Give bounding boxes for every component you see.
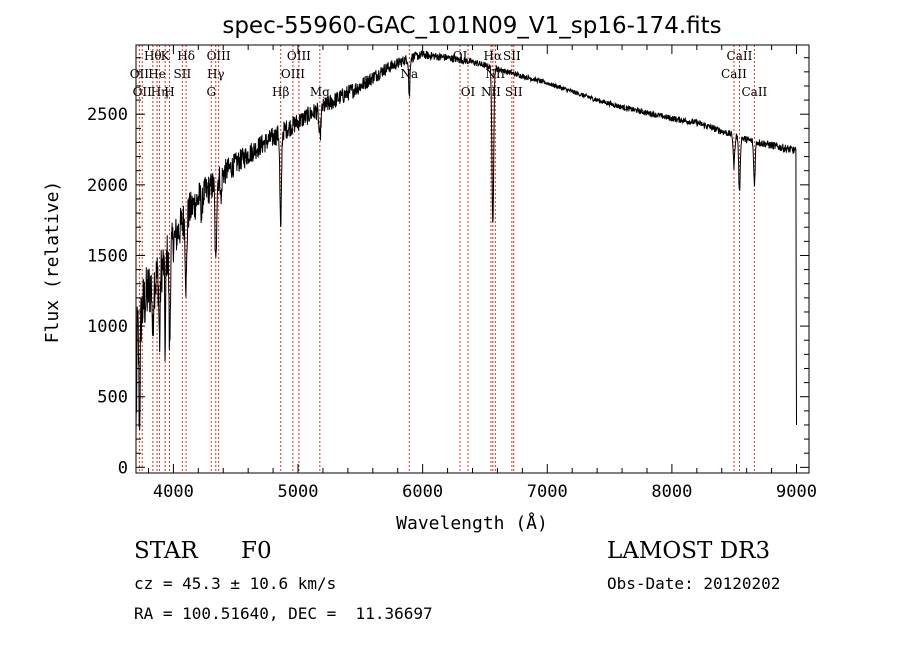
y-tick-label: 1000 xyxy=(87,317,128,337)
x-tick-label: 8000 xyxy=(651,482,692,502)
spectral-line-label: OI xyxy=(461,85,476,99)
coordinates: RA = 100.51640, DEC = 11.36697 xyxy=(134,604,433,623)
y-axis: 0 500 1000 1500 2000 2500 xyxy=(87,57,809,478)
x-tick-label: 4000 xyxy=(153,482,194,502)
spectral-line-label: Hβ xyxy=(272,85,289,99)
spectral-line-label: Na xyxy=(400,67,418,81)
x-tick-label: 9000 xyxy=(776,482,817,502)
object-class: STAR xyxy=(134,538,198,564)
x-axis-label: Wavelength (Å) xyxy=(396,512,548,534)
spectral-line-label: OII xyxy=(130,67,150,81)
spectral-line-label: Hα xyxy=(484,49,503,63)
spectral-line-label: H xyxy=(164,85,174,99)
spectral-line-label: Hθ xyxy=(144,49,162,63)
spectral-line-label: G xyxy=(206,85,216,99)
spectral-line-label: OIII xyxy=(281,67,305,81)
spectral-line-label: K xyxy=(161,49,171,63)
y-tick-label: 0 xyxy=(118,458,128,478)
spectral-line-label: OIII xyxy=(207,49,231,63)
observation-date: Obs-Date: 20120202 xyxy=(607,574,781,593)
spectral-subclass: F0 xyxy=(241,538,272,564)
y-tick-label: 2000 xyxy=(87,176,128,196)
y-tick-label: 500 xyxy=(97,388,128,408)
spectral-line-label: He xyxy=(148,67,166,81)
y-tick-label: 2500 xyxy=(87,105,128,125)
spectral-line-label: Hγ xyxy=(207,67,225,81)
spectral-line-label: SII xyxy=(174,67,192,81)
x-tick-label: 7000 xyxy=(527,482,568,502)
x-tick-label: 6000 xyxy=(402,482,443,502)
spectral-line-label: Hη xyxy=(151,85,169,99)
spectral-line-label: CaII xyxy=(727,49,753,63)
spectral-line-label: Mg xyxy=(310,85,330,99)
spectral-line-label: SII xyxy=(505,85,523,99)
x-tick-label: 5000 xyxy=(278,482,319,502)
plot-frame xyxy=(135,44,810,474)
x-axis: 4000 5000 6000 7000 8000 9000 xyxy=(147,45,817,502)
spectral-line-label: SII xyxy=(503,49,521,63)
spectral-line-label: CaII xyxy=(741,85,767,99)
chart-title: spec-55960-GAC_101N09_V1_sp16-174.fits xyxy=(222,13,721,39)
y-tick-label: 1500 xyxy=(87,246,128,266)
spectral-line-label: CaII xyxy=(721,67,747,81)
spectral-line-label: OII xyxy=(133,85,153,99)
redshift-velocity: cz = 45.3 ± 10.6 km/s xyxy=(134,574,337,593)
spectral-lines-layer xyxy=(138,45,755,473)
spectral-line-label: OIII xyxy=(287,49,311,63)
spectrum-line xyxy=(135,50,797,439)
survey-name: LAMOST DR3 xyxy=(607,538,771,564)
spectral-line-label: Hδ xyxy=(177,49,195,63)
y-axis-label: Flux (relative) xyxy=(42,181,63,344)
